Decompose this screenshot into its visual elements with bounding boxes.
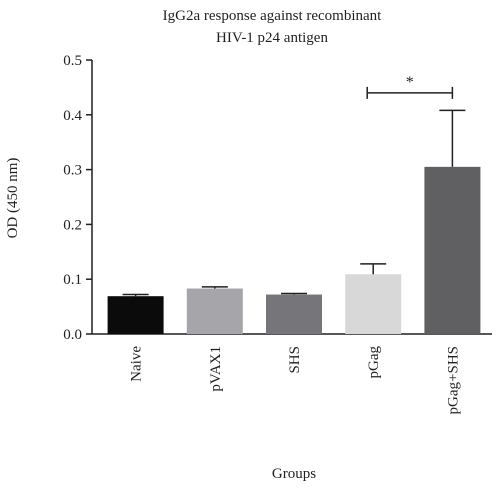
y-tick-label: 0.1 bbox=[63, 272, 82, 288]
y-axis-title: OD (450 nm) bbox=[5, 158, 21, 239]
bar bbox=[345, 274, 402, 334]
y-tick-label: 0.5 bbox=[63, 53, 82, 69]
y-tick-label: 0.3 bbox=[63, 163, 82, 179]
chart-title-line-1: IgG2a response against recombinant bbox=[163, 8, 383, 24]
x-category-label: pGag+SHS bbox=[445, 346, 461, 414]
y-tick-label: 0.0 bbox=[63, 327, 82, 343]
significance-label: * bbox=[406, 74, 414, 91]
bar bbox=[186, 288, 243, 334]
x-category-label: Naive bbox=[129, 346, 145, 382]
bar bbox=[107, 296, 164, 334]
plot-area: 0.0 0.1 0.2 0.3 0.4 0.5 Naive pVAX1 SHS pGag pGag+… bbox=[63, 53, 492, 414]
y-tick-label: 0.4 bbox=[63, 108, 82, 124]
bar bbox=[266, 294, 322, 334]
x-category-label: SHS bbox=[287, 346, 303, 374]
y-tick-label: 0.2 bbox=[63, 217, 82, 233]
x-category-label: pGag bbox=[366, 346, 382, 379]
x-axis-title: Groups bbox=[272, 466, 316, 482]
chart-title-line-2: HIV-1 p24 antigen bbox=[216, 30, 328, 46]
x-category-label: pVAX1 bbox=[208, 346, 224, 392]
bar bbox=[424, 166, 481, 334]
